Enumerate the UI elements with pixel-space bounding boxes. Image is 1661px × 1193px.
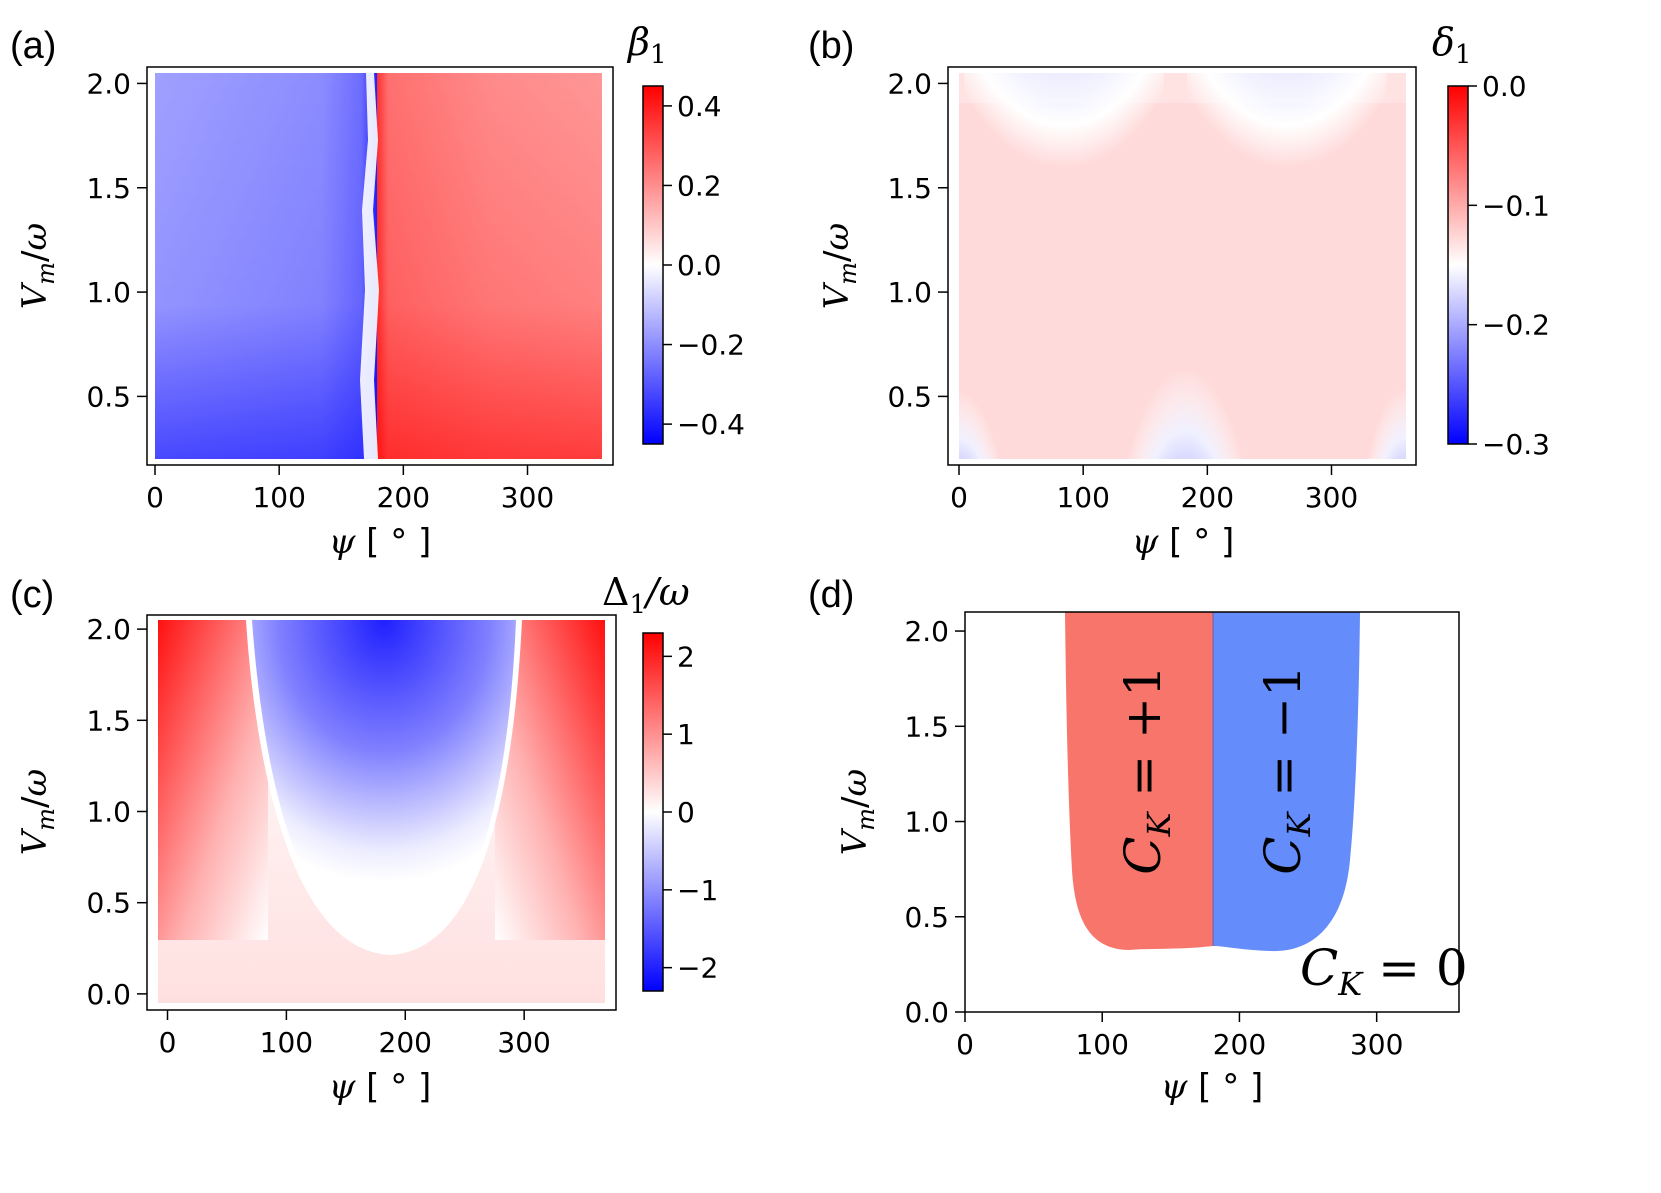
panel-c-label: (c) [10,574,54,616]
x-tick-label: 200 [379,1026,432,1059]
colorbar-tick-label: 1 [677,718,695,751]
panel-b-heatmap [959,73,1406,459]
y-tick-label: 1.0 [86,276,131,309]
panel-b-colorbar-label: δ1 [1432,20,1471,70]
panel-c-colorbar [642,632,664,992]
colorbar-tick-label: −0.2 [1482,309,1550,342]
panel-a-colorbar [642,85,664,445]
colorbar-tick-label: −0.1 [1482,189,1550,222]
x-tick-label: 0 [950,481,968,514]
panel-d-axes: 0 100 200 300 0.0 0.5 1.0 1.5 2.0 [904,615,1403,1061]
x-tick-label: 300 [501,481,554,514]
panel-a-label: (a) [10,25,56,67]
colorbar-tick-label: −0.2 [677,329,745,362]
x-tick-label: 100 [260,1026,313,1059]
panel-a-frame [146,66,614,466]
panel-a-colorbar-ticks: −0.4 −0.2 0.0 0.2 0.4 [663,90,745,441]
panel-b-axes: 0 100 200 300 0.5 1.0 1.5 2.0 [887,67,1358,514]
y-tick-label: 1.0 [887,276,932,309]
colorbar-tick-label: 0.0 [677,249,722,282]
y-tick-label: 1.5 [86,172,131,205]
panel-d-ylabel: Vm/ω [835,769,880,856]
y-tick-label: 0.5 [887,380,932,413]
y-tick-label: 1.0 [86,796,131,829]
region-label-zero: CK = 0 [1300,939,1468,1003]
panel-d-label: (d) [808,574,854,616]
panel-b-label: (b) [808,25,854,67]
y-tick-label: 0.5 [904,901,949,934]
x-tick-label: 200 [1213,1028,1266,1061]
panel-d: (d) 0 100 200 300 0.0 0.5 1.0 1.5 2.0 ψ [ ° ] Vm… [808,574,1468,1107]
region-ck-minus [1213,612,1360,952]
x-tick-label: 0 [159,1026,177,1059]
x-tick-label: 0 [146,481,164,514]
x-tick-label: 300 [497,1026,550,1059]
panel-d-frame [964,611,1460,1013]
y-tick-label: 2.0 [887,67,932,100]
panel-b-colorbar [1447,85,1469,445]
y-tick-label: 1.5 [887,172,932,205]
panel-c-axes: 0 100 200 300 0.0 0.5 1.0 1.5 2.0 [86,613,550,1059]
panel-a-ylabel: Vm/ω [15,223,60,310]
y-tick-label: 1.0 [904,806,949,839]
colorbar-tick-label: −1 [677,874,718,907]
panel-b-xlabel: ψ [ ° ] [1132,522,1235,562]
panel-c-heatmap [158,620,605,1003]
y-tick-label: 2.0 [86,613,131,646]
panel-c-colorbar-ticks: 2 1 0 −1 −2 [663,640,718,985]
panel-c-ylabel: Vm/ω [15,769,60,856]
y-tick-label: 2.0 [904,615,949,648]
region-label-minus: CK = −1 [1254,665,1318,875]
y-tick-label: 2.0 [86,67,131,100]
y-tick-label: 0.5 [86,380,131,413]
y-tick-label: 0.0 [86,978,131,1011]
x-tick-label: 100 [1056,481,1109,514]
panel-a-heatmap [155,73,602,459]
panel-c-colorbar-label: Δ1/ω [602,570,690,620]
x-tick-label: 300 [1350,1028,1403,1061]
x-tick-label: 0 [956,1028,974,1061]
panel-d-xlabel: ψ [ ° ] [1161,1067,1264,1107]
y-tick-label: 0.0 [904,996,949,1029]
region-label-plus: CK = +1 [1114,665,1178,875]
panel-a-axes: 0 100 200 300 0.5 1.0 1.5 2.0 [86,67,554,514]
x-tick-label: 300 [1305,481,1358,514]
colorbar-tick-label: 0.4 [677,90,722,123]
y-tick-label: 0.5 [86,887,131,920]
panel-c: (c) 0 100 200 300 0.0 0.5 1.0 1.5 2.0 ψ [ ° ] Vm… [10,570,718,1107]
x-tick-label: 200 [377,481,430,514]
colorbar-tick-label: 0.0 [1482,70,1527,103]
colorbar-tick-label: 0 [677,796,695,829]
panel-c-xlabel: ψ [ ° ] [329,1067,432,1107]
y-tick-label: 1.5 [904,710,949,743]
panel-a-colorbar-label: β1 [626,20,667,70]
x-tick-label: 100 [1075,1028,1128,1061]
x-tick-label: 100 [252,481,305,514]
colorbar-tick-label: 2 [677,640,695,673]
panel-b-frame [947,66,1417,466]
panel-b-colorbar-ticks: 0.0 −0.1 −0.2 −0.3 [1468,70,1550,461]
colorbar-tick-label: −2 [677,952,718,985]
x-tick-label: 200 [1181,481,1234,514]
panel-b-ylabel: Vm/ω [817,223,862,310]
y-tick-label: 1.5 [86,704,131,737]
colorbar-tick-label: 0.2 [677,169,722,202]
colorbar-tick-label: −0.3 [1482,428,1550,461]
panel-a-xlabel: ψ [ ° ] [329,522,432,562]
colorbar-tick-label: −0.4 [677,408,745,441]
panel-c-frame [146,614,617,1011]
region-ck-plus [1065,612,1213,950]
